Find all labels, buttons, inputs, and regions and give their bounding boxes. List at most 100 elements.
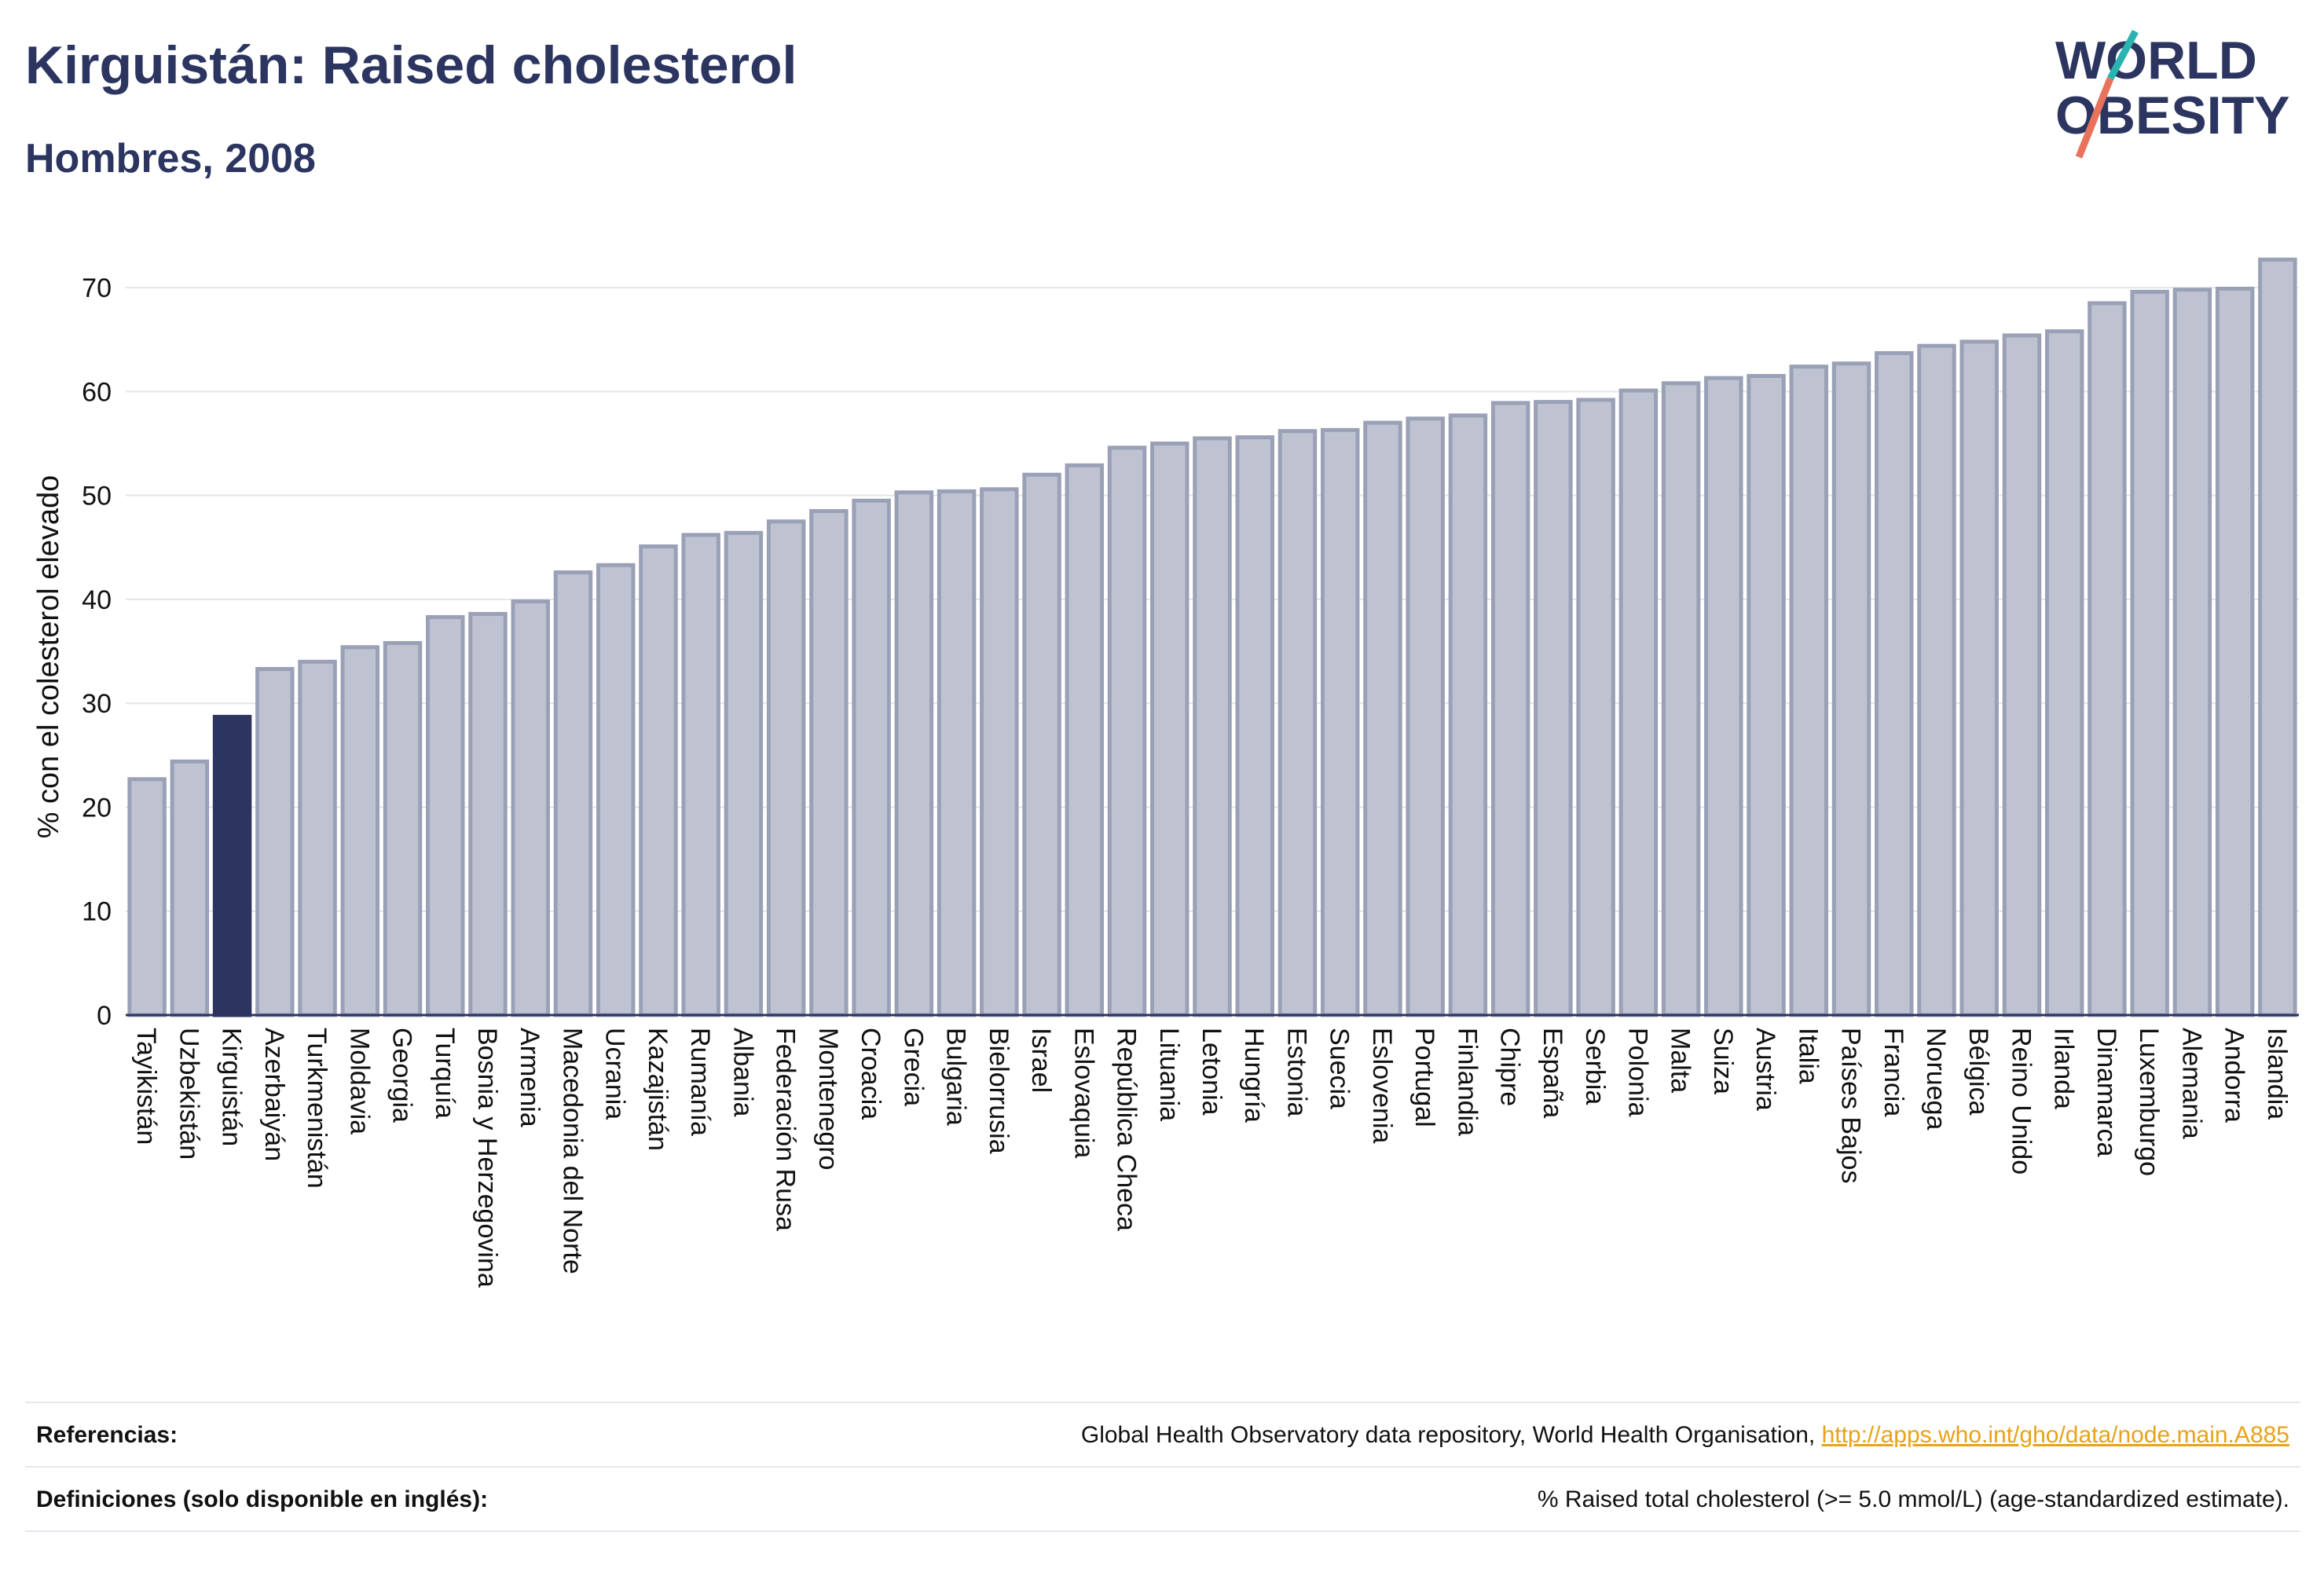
- x-tick-label: Uzbekistán: [174, 1028, 203, 1160]
- bar-Bielorrusia[interactable]: [980, 487, 1019, 1017]
- bar-Ucrania[interactable]: [596, 563, 636, 1017]
- bar-Austria[interactable]: [1747, 374, 1786, 1017]
- references-text: Global Health Observatory data repositor…: [1080, 1422, 1816, 1448]
- bar-Portugal[interactable]: [1406, 416, 1445, 1017]
- x-tick-label: Polonia: [1622, 1028, 1652, 1117]
- bar-Reino Unido[interactable]: [2002, 333, 2042, 1017]
- x-tick-label: Lituania: [1154, 1028, 1184, 1121]
- bar-Países Bajos[interactable]: [1831, 361, 1871, 1017]
- x-tick-label: Kazajistán: [643, 1028, 673, 1151]
- world-obesity-logo: WORLD OBESITY: [2055, 29, 2290, 159]
- bar-Letonia[interactable]: [1193, 436, 1232, 1017]
- bar-Turkmenistán[interactable]: [298, 659, 337, 1017]
- bar-Grecia[interactable]: [894, 490, 934, 1017]
- x-axis-labels: Tayikistán Uzbekistán Kirguistán Azerbaiyán…: [131, 1028, 2292, 1288]
- y-tick-label: 20: [82, 793, 112, 823]
- bar-Islandia[interactable]: [2258, 257, 2297, 1017]
- logo-slash-teal: [2107, 29, 2139, 81]
- bar-Federación Rusa[interactable]: [766, 519, 806, 1017]
- bar-España[interactable]: [1534, 400, 1573, 1017]
- bar-Suiza[interactable]: [1704, 376, 1743, 1017]
- bar-República Checa[interactable]: [1107, 445, 1147, 1017]
- y-tick-label: 50: [82, 482, 112, 511]
- bar-Eslovaquia[interactable]: [1065, 463, 1105, 1017]
- bar-Azerbaiyán[interactable]: [255, 667, 295, 1017]
- bar-Chipre[interactable]: [1490, 401, 1530, 1017]
- chart-subtitle: Hombres, 2008: [25, 136, 316, 181]
- x-tick-label: Tayikistán: [131, 1028, 161, 1145]
- x-tick-label: Eslovenia: [1367, 1028, 1397, 1144]
- x-tick-label: Georgia: [387, 1028, 417, 1123]
- x-tick-label: Moldavia: [344, 1028, 374, 1134]
- bar-Bulgaria[interactable]: [937, 489, 977, 1017]
- bar-Rumanía[interactable]: [681, 533, 720, 1017]
- x-tick-label: Azerbaiyán: [259, 1028, 289, 1161]
- y-axis-title: % con el colesterol elevado: [32, 475, 65, 839]
- bar-Finlandia[interactable]: [1448, 413, 1488, 1017]
- y-axis-ticks: 0 10 20 30 40 50 60 70: [82, 273, 112, 1031]
- bar-Francia[interactable]: [1875, 350, 1914, 1017]
- definitions-text: % Raised total cholesterol (>= 5.0 mmol/…: [1537, 1486, 2289, 1512]
- y-tick-label: 10: [82, 897, 112, 927]
- bar-Kirguistán[interactable]: [212, 714, 252, 1017]
- x-tick-label: Alemania: [2176, 1028, 2206, 1139]
- bar-Hungría[interactable]: [1235, 435, 1274, 1017]
- chart-title: Kirguistán: Raised cholesterol: [25, 35, 797, 95]
- bar-Eslovenia[interactable]: [1363, 420, 1402, 1017]
- x-tick-label: Armenia: [515, 1028, 544, 1127]
- bar-Armenia[interactable]: [511, 599, 550, 1017]
- x-tick-label: Montenegro: [813, 1028, 843, 1170]
- logo-word-world: WORLD: [2055, 31, 2257, 90]
- x-tick-label: Israel: [1026, 1028, 1056, 1093]
- x-tick-label: Finlandia: [1452, 1028, 1482, 1136]
- bar-Macedonia del Norte[interactable]: [553, 570, 593, 1017]
- bar-Croacia[interactable]: [852, 498, 891, 1017]
- bar-Georgia[interactable]: [383, 640, 423, 1017]
- x-tick-label: Irlanda: [2049, 1028, 2079, 1109]
- bar-Albania[interactable]: [724, 530, 764, 1017]
- x-tick-label: España: [1538, 1028, 1567, 1118]
- y-tick-label: 30: [82, 689, 112, 719]
- x-tick-label: Kirguistán: [217, 1028, 247, 1146]
- definitions-row: Definiciones (solo disponible en inglés)…: [25, 1466, 2300, 1530]
- y-tick-label: 0: [97, 1001, 112, 1031]
- x-tick-label: Macedonia del Norte: [557, 1028, 587, 1274]
- x-tick-label: Países Bajos: [1836, 1028, 1866, 1183]
- x-tick-label: Serbia: [1580, 1028, 1610, 1105]
- x-tick-label: Turkmenistán: [302, 1028, 332, 1189]
- bar-Moldavia[interactable]: [340, 645, 380, 1017]
- bar-Polonia[interactable]: [1618, 388, 1659, 1017]
- y-tick-label: 60: [82, 377, 112, 407]
- bar-Andorra[interactable]: [2215, 286, 2255, 1017]
- bar-Alemania[interactable]: [2172, 288, 2212, 1017]
- x-tick-label: Hungría: [1239, 1028, 1269, 1123]
- references-link[interactable]: http://apps.who.int/gho/data/node.main.A…: [1821, 1422, 2289, 1448]
- x-tick-label: República Checa: [1112, 1028, 1142, 1231]
- bars: [127, 257, 2297, 1017]
- bar-Irlanda[interactable]: [2044, 329, 2084, 1017]
- bar-Luxemburgo[interactable]: [2130, 289, 2169, 1017]
- x-tick-label: Austria: [1750, 1028, 1780, 1111]
- bar-Noruega[interactable]: [1917, 343, 1956, 1017]
- bar-Lituania[interactable]: [1150, 442, 1189, 1017]
- x-tick-label: Ucrania: [600, 1028, 630, 1120]
- bar-Serbia[interactable]: [1576, 398, 1615, 1017]
- bar-Suecia[interactable]: [1320, 427, 1360, 1017]
- bar-Kazajistán[interactable]: [639, 544, 678, 1017]
- bar-Tayikistán[interactable]: [127, 777, 167, 1017]
- bar-Bélgica[interactable]: [1959, 339, 1999, 1017]
- x-tick-label: Noruega: [1921, 1028, 1951, 1131]
- bar-Bosnia y Herzegovina[interactable]: [468, 611, 508, 1017]
- bar-Italia[interactable]: [1789, 365, 1829, 1017]
- bar-Israel[interactable]: [1022, 472, 1061, 1017]
- bar-Montenegro[interactable]: [809, 509, 849, 1017]
- bar-Estonia[interactable]: [1277, 429, 1318, 1017]
- bar-Uzbekistán[interactable]: [170, 759, 210, 1017]
- references-row: Referencias: Global Health Observatory d…: [25, 1402, 2300, 1466]
- x-tick-label: Dinamarca: [2091, 1028, 2121, 1156]
- x-tick-label: Andorra: [2220, 1028, 2249, 1123]
- bar-Turquía[interactable]: [426, 614, 465, 1017]
- bar-Dinamarca[interactable]: [2088, 301, 2127, 1017]
- bar-Malta[interactable]: [1661, 381, 1701, 1017]
- references-label: Referencias:: [36, 1422, 178, 1448]
